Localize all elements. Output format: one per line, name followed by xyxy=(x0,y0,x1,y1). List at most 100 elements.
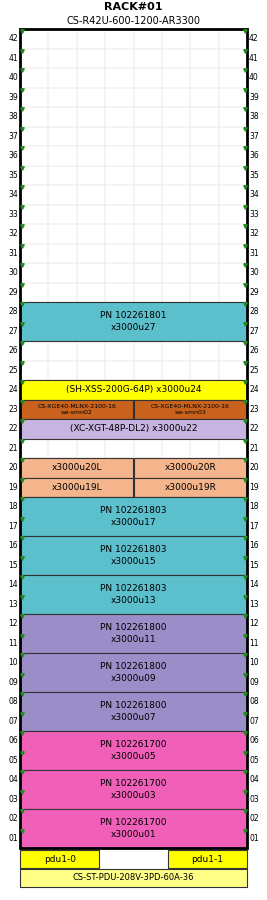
Bar xyxy=(20,614,247,653)
Text: 35: 35 xyxy=(249,171,259,180)
Text: 05: 05 xyxy=(249,756,259,765)
Text: 19: 19 xyxy=(249,482,259,491)
Text: 29: 29 xyxy=(249,288,259,297)
Bar xyxy=(20,458,133,478)
Text: 27: 27 xyxy=(249,327,259,336)
Text: 34: 34 xyxy=(8,190,18,199)
Bar xyxy=(20,575,247,614)
Text: 38: 38 xyxy=(8,112,18,122)
Text: x3000u20L: x3000u20L xyxy=(52,464,102,472)
Bar xyxy=(134,400,247,419)
Text: 10: 10 xyxy=(249,658,259,667)
Text: pdu1-1: pdu1-1 xyxy=(191,854,223,863)
Bar xyxy=(20,653,247,692)
Text: 39: 39 xyxy=(8,93,18,102)
Text: 08: 08 xyxy=(249,698,259,706)
Text: 28: 28 xyxy=(9,307,18,316)
Text: PN 102261800
x3000u07: PN 102261800 x3000u07 xyxy=(100,701,167,722)
Bar xyxy=(20,869,247,887)
Text: 24: 24 xyxy=(8,385,18,394)
Text: 07: 07 xyxy=(249,716,259,725)
Text: 32: 32 xyxy=(8,230,18,238)
Text: 27: 27 xyxy=(8,327,18,336)
Text: CS-R42U-600-1200-AR3300: CS-R42U-600-1200-AR3300 xyxy=(66,16,201,26)
Text: 02: 02 xyxy=(8,814,18,824)
Bar xyxy=(20,731,247,770)
Bar xyxy=(20,400,133,419)
Bar xyxy=(134,478,247,497)
Text: 36: 36 xyxy=(249,151,259,160)
Text: 33: 33 xyxy=(249,210,259,219)
Text: 25: 25 xyxy=(249,365,259,374)
Text: 14: 14 xyxy=(249,580,259,590)
Text: 35: 35 xyxy=(8,171,18,180)
Text: CS-XGE40-MLNX-2100-16
sw-smn03: CS-XGE40-MLNX-2100-16 sw-smn03 xyxy=(151,403,230,415)
Text: PN 102261800
x3000u09: PN 102261800 x3000u09 xyxy=(100,662,167,682)
Text: 10: 10 xyxy=(8,658,18,667)
Text: 38: 38 xyxy=(249,112,259,122)
Text: PN 102261803
x3000u15: PN 102261803 x3000u15 xyxy=(100,545,167,565)
Text: 21: 21 xyxy=(9,444,18,453)
Text: 30: 30 xyxy=(8,268,18,277)
Text: 03: 03 xyxy=(249,795,259,804)
Text: 01: 01 xyxy=(8,833,18,842)
Bar xyxy=(168,850,247,868)
Text: 14: 14 xyxy=(8,580,18,590)
Text: PN 102261803
x3000u17: PN 102261803 x3000u17 xyxy=(100,507,167,526)
Bar xyxy=(20,380,247,400)
Text: x3000u20R: x3000u20R xyxy=(164,464,216,472)
Text: 05: 05 xyxy=(8,756,18,765)
Text: 11: 11 xyxy=(9,639,18,648)
Text: 31: 31 xyxy=(249,248,259,257)
Text: 08: 08 xyxy=(8,698,18,706)
Text: 40: 40 xyxy=(249,73,259,82)
Text: 37: 37 xyxy=(8,131,18,140)
Text: PN 102261700
x3000u05: PN 102261700 x3000u05 xyxy=(100,741,167,760)
Text: 24: 24 xyxy=(249,385,259,394)
Text: 01: 01 xyxy=(249,833,259,842)
Text: 26: 26 xyxy=(249,346,259,356)
Text: PN 102261800
x3000u11: PN 102261800 x3000u11 xyxy=(100,624,167,644)
Text: 26: 26 xyxy=(8,346,18,356)
Bar xyxy=(134,458,247,478)
Text: 31: 31 xyxy=(8,248,18,257)
Text: CS-XGE40-MLNX-2100-16
sw-smn02: CS-XGE40-MLNX-2100-16 sw-smn02 xyxy=(37,403,116,415)
Text: 17: 17 xyxy=(249,522,259,531)
Text: 02: 02 xyxy=(249,814,259,824)
Text: 07: 07 xyxy=(8,716,18,725)
Text: 13: 13 xyxy=(8,599,18,608)
Bar xyxy=(20,536,247,575)
Text: 36: 36 xyxy=(8,151,18,160)
Text: 42: 42 xyxy=(249,34,259,43)
Text: 25: 25 xyxy=(8,365,18,374)
Text: 40: 40 xyxy=(8,73,18,82)
Text: 06: 06 xyxy=(8,736,18,745)
Text: 23: 23 xyxy=(8,405,18,414)
Text: 28: 28 xyxy=(249,307,258,316)
Text: 18: 18 xyxy=(249,502,258,511)
Text: 29: 29 xyxy=(8,288,18,297)
Text: 19: 19 xyxy=(8,482,18,491)
Text: 16: 16 xyxy=(249,541,259,550)
Text: 22: 22 xyxy=(249,424,258,433)
Bar xyxy=(20,302,247,341)
Text: x3000u19L: x3000u19L xyxy=(52,482,102,491)
Text: x3000u19R: x3000u19R xyxy=(164,482,216,491)
Text: 30: 30 xyxy=(249,268,259,277)
Text: PN 102261700
x3000u03: PN 102261700 x3000u03 xyxy=(100,779,167,799)
Text: 13: 13 xyxy=(249,599,259,608)
Text: 20: 20 xyxy=(8,464,18,472)
Text: 32: 32 xyxy=(249,230,259,238)
Text: 39: 39 xyxy=(249,93,259,102)
Text: 33: 33 xyxy=(8,210,18,219)
Text: pdu1-0: pdu1-0 xyxy=(44,854,76,863)
Text: 15: 15 xyxy=(8,561,18,570)
Bar xyxy=(20,770,247,809)
Text: 41: 41 xyxy=(8,54,18,63)
Text: 37: 37 xyxy=(249,131,259,140)
Text: 09: 09 xyxy=(8,678,18,687)
Text: 42: 42 xyxy=(8,34,18,43)
Text: 18: 18 xyxy=(9,502,18,511)
Text: 12: 12 xyxy=(9,619,18,628)
Text: RACK#01: RACK#01 xyxy=(104,2,163,12)
